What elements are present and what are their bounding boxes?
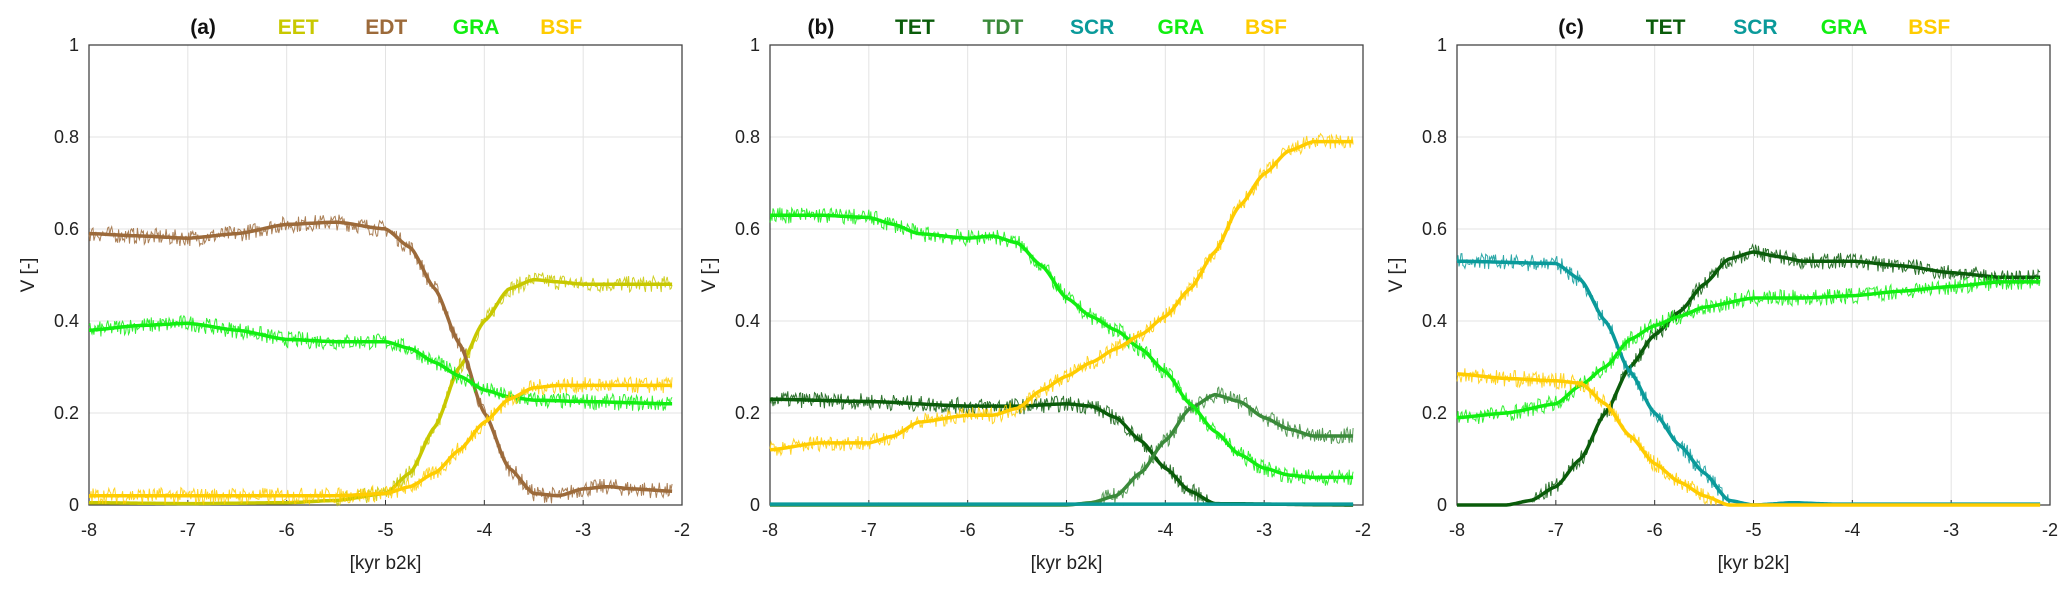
y-axis-label: V [-] bbox=[18, 258, 39, 293]
series-noisy-tet bbox=[1456, 243, 2041, 506]
legend-entry-eet: EET bbox=[278, 16, 319, 39]
y-tick-label: 0.2 bbox=[54, 403, 79, 423]
x-tick-label: -4 bbox=[1157, 520, 1173, 540]
y-tick-label: 0.8 bbox=[54, 127, 79, 147]
series-line-gra bbox=[770, 213, 1354, 480]
series-line-bsf bbox=[769, 139, 1354, 452]
series-line-gra bbox=[1456, 280, 2041, 420]
y-tick-label: 1 bbox=[69, 35, 79, 55]
x-tick-label: -5 bbox=[1745, 520, 1761, 540]
y-tick-label: 0.6 bbox=[735, 219, 760, 239]
x-tick-label: -5 bbox=[1058, 520, 1074, 540]
legend-entry-edt: EDT bbox=[365, 16, 407, 39]
y-tick-label: 0.2 bbox=[1422, 403, 1447, 423]
x-tick-label: -4 bbox=[1844, 520, 1860, 540]
panel-a: -8 -7 -6 -5 -4 -3 -2 0 0.2 0.4 0.6 0.8 1 [kyr b2k] V [… bbox=[18, 16, 690, 574]
panel-label: (a) bbox=[190, 16, 216, 39]
series-noisy-bsf bbox=[1456, 367, 2041, 506]
series-line-gra bbox=[88, 321, 673, 406]
x-tick-label: -4 bbox=[476, 520, 492, 540]
y-tick-label: 0.4 bbox=[54, 311, 79, 331]
x-tick-label: -7 bbox=[180, 520, 196, 540]
y-tick-label: 0 bbox=[69, 495, 79, 515]
y-tick-label: 0.4 bbox=[735, 311, 760, 331]
x-tick-label: -8 bbox=[81, 520, 97, 540]
legend-entry-scr: SCR bbox=[1070, 16, 1114, 39]
panel-label: (b) bbox=[808, 16, 835, 39]
x-tick-label: -8 bbox=[1449, 520, 1465, 540]
x-tick-label: -2 bbox=[674, 520, 690, 540]
x-tick-label: -5 bbox=[377, 520, 393, 540]
x-tick-label: -6 bbox=[1647, 520, 1663, 540]
series-line-tdt bbox=[770, 392, 1354, 507]
y-tick-label: 0.2 bbox=[735, 403, 760, 423]
series-line-bsf bbox=[89, 383, 673, 498]
legend-entry-gra: GRA bbox=[1158, 16, 1205, 39]
y-tick-label: 0 bbox=[1437, 495, 1447, 515]
y-tick-label: 0.8 bbox=[735, 127, 760, 147]
x-tick-label: -2 bbox=[1355, 520, 1371, 540]
y-axis-label: V [-] bbox=[1386, 258, 1407, 293]
y-tick-label: 1 bbox=[1437, 35, 1447, 55]
series-noisy-gra bbox=[88, 314, 673, 412]
x-axis-label: [kyr b2k] bbox=[350, 553, 422, 574]
legend-entry-tdt: TDT bbox=[983, 16, 1024, 39]
legend-entry-scr: SCR bbox=[1733, 16, 1777, 39]
x-tick-label: -6 bbox=[960, 520, 976, 540]
x-tick-label: -3 bbox=[1256, 520, 1272, 540]
panel-c: -8 -7 -6 -5 -4 -3 -2 0 0.2 0.4 0.6 0.8 1 [kyr b2k] V [… bbox=[1386, 16, 2058, 574]
x-tick-label: -6 bbox=[279, 520, 295, 540]
series-line-tet bbox=[1457, 250, 2041, 507]
y-axis-label: V [-] bbox=[699, 258, 720, 293]
series-line-tet bbox=[770, 397, 1354, 507]
legend-entry-tet: TET bbox=[895, 16, 935, 39]
legend-entry-bsf: BSF bbox=[1908, 16, 1950, 39]
series-noisy-edt bbox=[88, 214, 673, 504]
legend-entry-gra: GRA bbox=[1821, 16, 1868, 39]
y-tick-label: 0.6 bbox=[1422, 219, 1447, 239]
x-axis-label: [kyr b2k] bbox=[1718, 553, 1790, 574]
y-tick-label: 1 bbox=[750, 35, 760, 55]
y-tick-label: 0.8 bbox=[1422, 127, 1447, 147]
legend-entry-tet: TET bbox=[1646, 16, 1686, 39]
x-tick-label: -7 bbox=[1548, 520, 1564, 540]
x-tick-label: -8 bbox=[762, 520, 778, 540]
legend-entry-bsf: BSF bbox=[1245, 16, 1287, 39]
series-line-bsf bbox=[1456, 372, 2041, 507]
y-tick-label: 0.4 bbox=[1422, 311, 1447, 331]
y-tick-label: 0.6 bbox=[54, 219, 79, 239]
series-line-edt bbox=[88, 220, 673, 498]
x-tick-label: -3 bbox=[575, 520, 591, 540]
legend-entry-bsf: BSF bbox=[540, 16, 582, 39]
panel-label: (c) bbox=[1558, 16, 1584, 39]
series-line-eet bbox=[89, 277, 673, 506]
x-axis-label: [kyr b2k] bbox=[1031, 553, 1103, 574]
x-tick-label: -2 bbox=[2042, 520, 2058, 540]
x-tick-label: -3 bbox=[1943, 520, 1959, 540]
panel-b: -8 -7 -6 -5 -4 -3 -2 0 0.2 0.4 0.6 0.8 1 [kyr b2k] V [… bbox=[699, 16, 1371, 574]
x-tick-label: -7 bbox=[861, 520, 877, 540]
series-noisy-bsf bbox=[88, 376, 673, 506]
legend-entry-gra: GRA bbox=[453, 16, 500, 39]
plot-frame bbox=[88, 44, 683, 506]
series-noisy-gra bbox=[1456, 273, 2041, 424]
y-tick-label: 0 bbox=[750, 495, 760, 515]
